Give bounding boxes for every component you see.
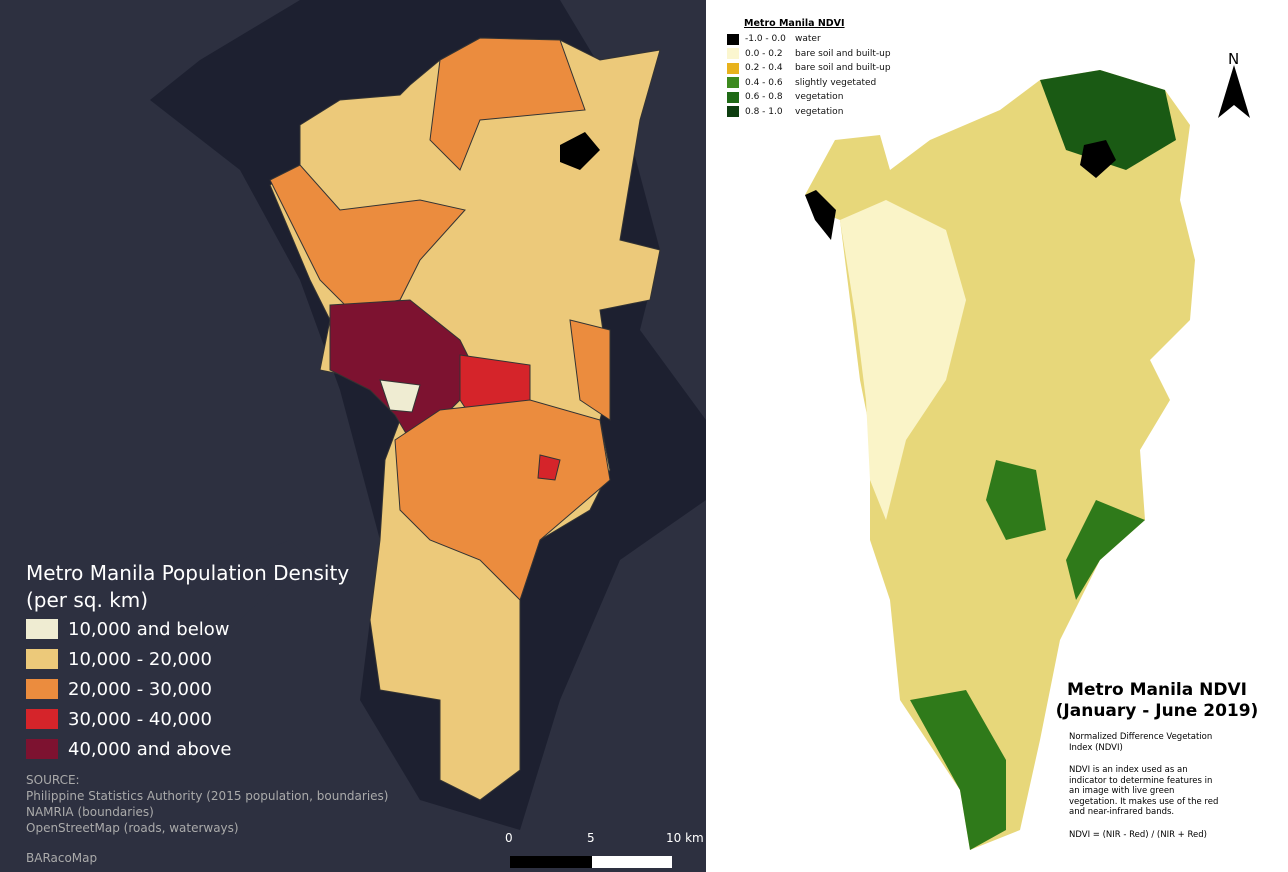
legend-label: slightly vegetated — [795, 77, 877, 88]
population-legend: Metro Manila Population Density (per sq.… — [26, 560, 349, 764]
legend-swatch — [727, 77, 739, 89]
legend-swatch — [727, 33, 739, 45]
legend-item: 0.8 - 1.0 vegetation — [727, 105, 891, 120]
description: NDVI is an index used as an indicator to… — [1069, 765, 1219, 817]
legend-label: 10,000 - 20,000 — [68, 648, 212, 670]
legend-item: 40,000 and above — [26, 734, 349, 764]
source: SOURCE: Philippine Statistics Authority … — [26, 772, 388, 836]
legend-swatch — [26, 679, 58, 699]
district — [569, 319, 611, 421]
legend-label: 20,000 - 30,000 — [68, 678, 212, 700]
legend-item: 0.4 - 0.6 slightly vegetated — [727, 76, 891, 91]
district — [269, 164, 466, 311]
ndvi-zone — [1066, 500, 1145, 600]
source-lines: Philippine Statistics Authority (2015 po… — [26, 788, 388, 836]
formula: NDVI = (NIR - Red) / (NIR + Red) — [1069, 829, 1207, 840]
legend-item: 0.0 - 0.2 bare soil and built-up — [727, 47, 891, 62]
source-line: OpenStreetMap (roads, waterways) — [26, 821, 239, 835]
subtitle: Normalized Difference Vegetation Index (… — [1069, 732, 1213, 753]
legend-range: 0.4 - 0.6 — [745, 77, 783, 88]
legend-range: -1.0 - 0.0 — [745, 34, 786, 45]
ndvi-zone — [1040, 70, 1176, 170]
ndvi-zone — [986, 460, 1046, 540]
ndvi-zone — [910, 690, 1006, 850]
legend-label: bare soil and built-up — [795, 48, 891, 59]
legend-label: 40,000 and above — [68, 738, 232, 760]
legend-item: 10,000 and below — [26, 614, 349, 644]
title-line: (January - June 2019) — [1055, 701, 1259, 721]
title-line: Metro Manila NDVI — [1067, 680, 1247, 700]
legend-label: vegetation — [795, 106, 844, 117]
source-heading: SOURCE: — [26, 773, 80, 787]
land-background — [0, 0, 706, 872]
legend-title: Metro Manila Population Density — [26, 561, 350, 585]
legend-range: 0.8 - 1.0 — [745, 106, 783, 117]
legend-item: 0.6 - 0.8 vegetation — [727, 90, 891, 105]
north-label: N — [1228, 50, 1240, 68]
legend-swatch — [26, 739, 58, 759]
legend-item: 30,000 - 40,000 — [26, 704, 349, 734]
scale-label: 5 — [587, 831, 595, 845]
legend-swatch — [26, 619, 58, 639]
population-map-panel: Metro Manila Population Density (per sq.… — [0, 0, 706, 872]
ndvi-notes: Normalized Difference Vegetation Index (… — [1069, 732, 1219, 840]
legend-range: 0.2 - 0.4 — [745, 63, 783, 74]
scale-bar — [592, 856, 672, 868]
scale-label: 10 km — [666, 831, 704, 845]
scale-bar — [510, 856, 592, 868]
legend-swatch — [727, 106, 739, 118]
legend-swatch — [727, 62, 739, 74]
legend-swatch — [26, 649, 58, 669]
north-arrow — [1218, 65, 1250, 118]
legend-label: bare soil and built-up — [795, 63, 891, 74]
legend-label: 10,000 and below — [68, 618, 230, 640]
legend-item: 20,000 - 30,000 — [26, 674, 349, 704]
district — [537, 454, 561, 481]
legend-items: -1.0 - 0.0 water 0.0 - 0.2 bare soil and bu… — [727, 32, 891, 119]
legend-range: 0.0 - 0.2 — [745, 48, 783, 59]
legend-range: 0.6 - 0.8 — [745, 92, 783, 103]
source-line: Philippine Statistics Authority (2015 po… — [26, 789, 389, 803]
scale-label: 0 — [505, 831, 513, 845]
legend-swatch — [727, 48, 739, 60]
legend-item: 0.2 - 0.4 bare soil and built-up — [727, 61, 891, 76]
water — [805, 190, 836, 240]
district — [429, 37, 586, 171]
legend-subtitle: (per sq. km) — [26, 588, 149, 612]
ndvi-legend: Metro Manila NDVI -1.0 - 0.0 water 0.0 - 0… — [727, 18, 891, 119]
legend-label: water — [795, 34, 821, 45]
legend-item: -1.0 - 0.0 water — [727, 32, 891, 47]
legend-items: 10,000 and below 10,000 - 20,000 20,000 - … — [26, 614, 349, 764]
ndvi-map — [805, 65, 1250, 850]
legend-swatch — [26, 709, 58, 729]
lake — [560, 132, 600, 170]
population-map — [0, 0, 706, 872]
legend-label: 30,000 - 40,000 — [68, 708, 212, 730]
legend-title: Metro Manila NDVI — [744, 18, 845, 29]
ndvi-title: Metro Manila NDVI (January - June 2019) — [1052, 680, 1262, 722]
credit: BARacoMap — [26, 851, 98, 865]
source-line: NAMRIA (boundaries) — [26, 805, 154, 819]
peninsula — [180, 540, 310, 660]
ndvi-zone — [840, 200, 966, 520]
lake — [1080, 140, 1116, 178]
legend-swatch — [727, 91, 739, 103]
legend-label: vegetation — [795, 92, 844, 103]
district — [394, 399, 611, 601]
district — [379, 379, 421, 413]
legend-item: 10,000 - 20,000 — [26, 644, 349, 674]
